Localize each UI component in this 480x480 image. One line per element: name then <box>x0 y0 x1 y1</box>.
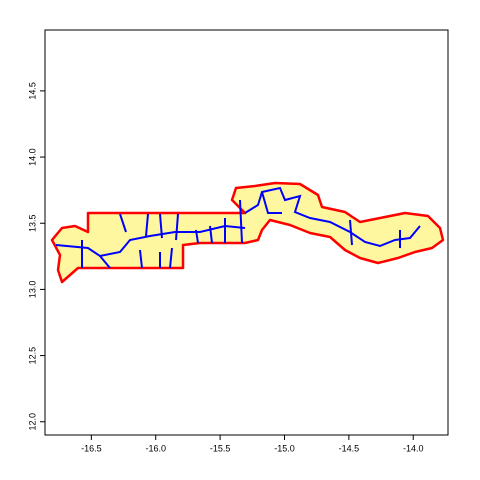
country-outline <box>50 181 445 284</box>
region-boundary <box>261 191 401 248</box>
x-tick-label: -16.5 <box>81 443 102 453</box>
region-boundaries <box>55 186 421 269</box>
y-tick-label: 12.0 <box>27 413 37 431</box>
y-tick-label: 13.0 <box>27 281 37 299</box>
region-boundary <box>99 247 173 269</box>
y-tick-label: 14.5 <box>27 82 37 100</box>
country-regions <box>50 181 445 284</box>
y-tick-label: 14.0 <box>27 148 37 166</box>
y-tick-label: 13.5 <box>27 214 37 232</box>
plot-frame <box>44 29 449 436</box>
x-tick-label: -14.5 <box>339 443 360 453</box>
region-boundary <box>55 224 246 258</box>
x-tick-label: -15.5 <box>210 443 231 453</box>
y-tick-label: 12.5 <box>27 347 37 365</box>
region-boundary <box>81 199 243 268</box>
x-tick-label: -15.0 <box>274 443 295 453</box>
x-tick-label: -16.0 <box>145 443 166 453</box>
x-tick-label: -14.0 <box>403 443 424 453</box>
region-boundary <box>244 186 421 248</box>
